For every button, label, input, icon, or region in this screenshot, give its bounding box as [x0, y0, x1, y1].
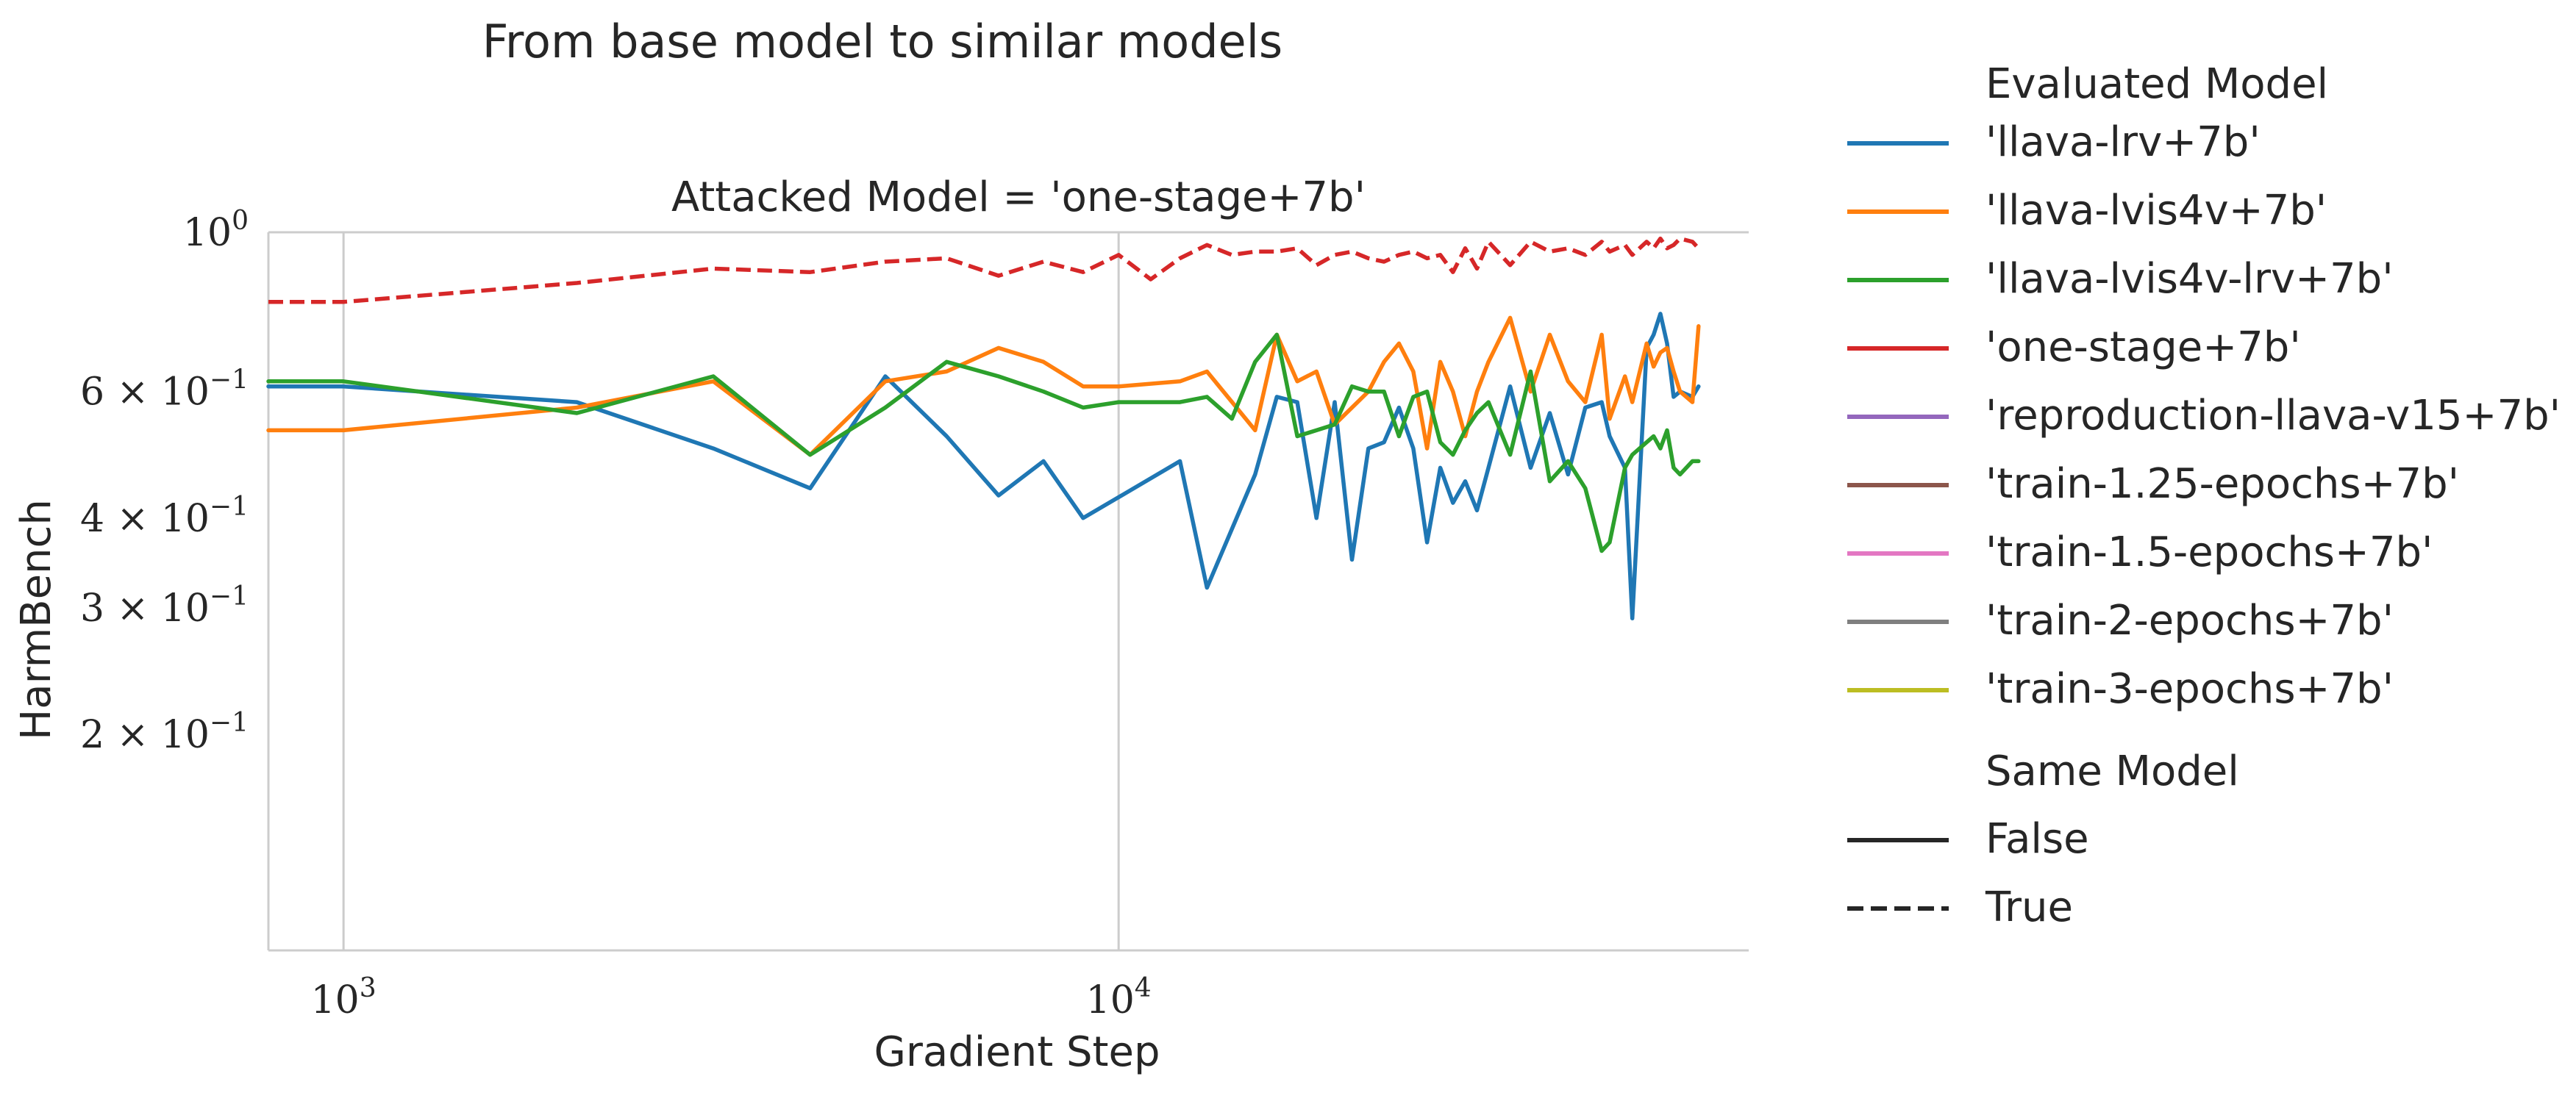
legend: Evaluated Model 'llava-lrv+7b' 'llava-lvi…: [1847, 60, 2561, 931]
y-tick-label: 3 × 10−1: [80, 581, 249, 631]
legend-entry: 'llava-lrv+7b': [1847, 118, 2261, 166]
legend-label: 'train-1.25-epochs+7b': [1985, 460, 2459, 508]
x-tick-label: 103: [311, 973, 377, 1022]
series-line: [266, 312, 1701, 620]
legend-entry: 'train-2-epochs+7b': [1847, 597, 2394, 645]
tick-layer: 103 104 100 6 × 10−1 4 × 10−1 3 × 10−1 2 × 10−…: [80, 206, 1152, 1022]
legend-entry: 'train-3-epochs+7b': [1847, 665, 2394, 713]
y-tick-label: 100: [183, 206, 249, 255]
legend-label: 'llava-lrv+7b': [1985, 118, 2261, 166]
chart-suptitle: From base model to similar models: [482, 15, 1282, 68]
legend-entry: 'one-stage+7b': [1847, 323, 2301, 371]
legend-label: True: [1985, 884, 2073, 931]
legend-label: 'train-2-epochs+7b': [1985, 597, 2394, 645]
series-line: [266, 315, 1701, 457]
y-tick-label: 6 × 10−1: [80, 365, 249, 415]
series-layer: [266, 236, 1701, 620]
legend-entry: 'llava-lvis4v+7b': [1847, 187, 2327, 234]
y-tick-label: 2 × 10−1: [80, 708, 249, 757]
legend-label: 'llava-lvis4v-lrv+7b': [1985, 255, 2394, 303]
series-line: [266, 332, 1701, 553]
legend-label: 'llava-lvis4v+7b': [1985, 187, 2327, 234]
y-axis-label: HarmBench: [13, 499, 60, 740]
legend-hue-entries: 'llava-lrv+7b' 'llava-lvis4v+7b' 'llava-lv…: [1847, 118, 2561, 713]
legend-style-entries: False True: [1847, 815, 2089, 931]
legend-label: 'train-3-epochs+7b': [1985, 665, 2394, 713]
y-tick-label: 4 × 10−1: [80, 492, 249, 541]
legend-label: 'train-1.5-epochs+7b': [1985, 528, 2433, 576]
legend-hue-title: Evaluated Model: [1985, 60, 2328, 108]
legend-entry: False: [1847, 815, 2089, 863]
x-tick-label: 104: [1086, 973, 1152, 1022]
grid-layer: [342, 232, 1120, 950]
legend-entry: 'llava-lvis4v-lrv+7b': [1847, 255, 2394, 303]
legend-entry: 'train-1.5-epochs+7b': [1847, 528, 2433, 576]
legend-entry: 'reproduction-llava-v15+7b': [1847, 392, 2561, 440]
series-line: [268, 236, 1700, 304]
legend-label: 'reproduction-llava-v15+7b': [1985, 392, 2561, 440]
legend-label: False: [1985, 815, 2089, 863]
x-axis-label: Gradient Step: [874, 1028, 1160, 1076]
legend-label: 'one-stage+7b': [1985, 323, 2301, 371]
chart-title: Attacked Model = 'one-stage+7b': [671, 173, 1366, 221]
legend-style-title: Same Model: [1985, 748, 2239, 795]
legend-entry: True: [1847, 884, 2073, 931]
axes-layer: [267, 231, 1749, 952]
legend-entry: 'train-1.25-epochs+7b': [1847, 460, 2459, 508]
